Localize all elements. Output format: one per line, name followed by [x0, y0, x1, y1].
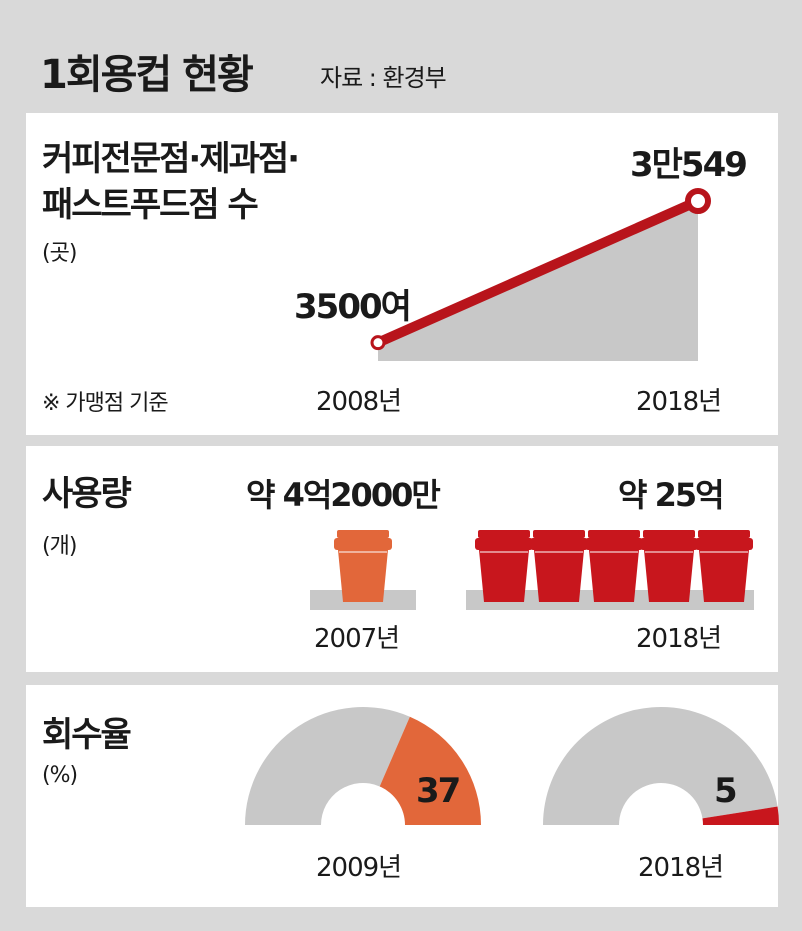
- store-count-label-2008: 3500여: [294, 287, 412, 327]
- recovery-title: 회수율: [42, 715, 132, 755]
- store-count-x-2018: 2018년: [636, 387, 722, 417]
- usage-cup-2018-2: [530, 530, 588, 602]
- page-title: 1회용컵 현황: [40, 52, 254, 98]
- store-count-title-line1: 커피전문점·제과점·: [42, 139, 300, 179]
- recovery-slice-2009: [379, 716, 481, 825]
- usage-panel: 사용량 (개) 약 4억2000만 약 25억 2007년 2018년: [26, 446, 778, 672]
- store-count-point-2018: [685, 188, 711, 214]
- recovery-chart: [245, 706, 779, 825]
- recovery-rest-2009: [245, 707, 410, 825]
- usage-cup-2007: [334, 530, 392, 602]
- usage-cup-2018-4: [640, 530, 698, 602]
- recovery-unit: (%): [42, 763, 78, 788]
- store-count-label-2018: 3만549: [630, 145, 748, 185]
- usage-label-2007: 약 4억2000만: [246, 476, 441, 514]
- recovery-slice-2018: [702, 806, 779, 825]
- recovery-x-2018: 2018년: [638, 853, 724, 883]
- usage-x-2007: 2007년: [314, 624, 400, 654]
- store-count-note: ※ 가맹점 기준: [42, 391, 169, 416]
- usage-x-2018: 2018년: [636, 624, 722, 654]
- store-count-point-2008: [370, 335, 386, 351]
- usage-chart: [310, 530, 754, 610]
- usage-cup-2018-3: [585, 530, 643, 602]
- source-label: 자료 : 환경부: [320, 64, 447, 92]
- recovery-label-2018: 5: [714, 771, 738, 811]
- store-count-chart: [370, 188, 711, 361]
- recovery-label-2009: 37: [416, 771, 461, 811]
- store-count-line: [373, 196, 703, 348]
- usage-label-2018: 약 25억: [618, 476, 725, 514]
- store-count-unit: (곳): [42, 241, 77, 266]
- store-count-panel: 커피전문점·제과점· 패스트푸드점 수 (곳) ※ 가맹점 기준 3500여 3…: [26, 113, 778, 435]
- recovery-panel: 회수율 (%) 37 5 2009년 2018년: [26, 685, 779, 907]
- store-count-title-line2: 패스트푸드점 수: [42, 185, 259, 225]
- store-count-x-2008: 2008년: [316, 387, 402, 417]
- recovery-x-2009: 2009년: [316, 853, 402, 883]
- usage-title: 사용량: [42, 474, 132, 514]
- usage-unit: (개): [42, 534, 77, 559]
- usage-cup-2018-5: [695, 530, 753, 602]
- usage-cup-2018-1: [475, 530, 533, 602]
- recovery-rest-2018: [543, 706, 778, 825]
